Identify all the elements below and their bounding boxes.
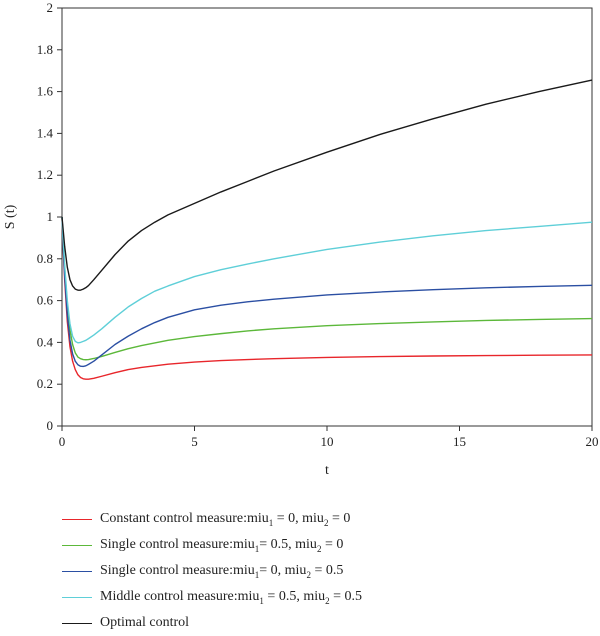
x-axis: 0 5 10 15 20 [59, 426, 599, 449]
line-chart: 0 0.2 0.4 0.6 0.8 1 1.2 1.4 1.6 1.8 2 0 5 10 15 20 t S… [3, 0, 599, 478]
series-line-5 [61, 79, 593, 291]
series-line-3 [61, 216, 593, 368]
legend-swatch [62, 570, 92, 572]
x-tick-label: 10 [321, 434, 334, 449]
legend-item-4: Middle control measure:miu1 = 0.5, miu2 … [62, 584, 582, 610]
y-axis-label: S (t) [3, 204, 18, 229]
legend-swatch [62, 596, 92, 598]
legend-label: Optimal control [100, 615, 190, 630]
y-tick-label: 0.6 [37, 293, 54, 308]
legend-item-5: Optimal control [62, 610, 582, 636]
legend-swatch [62, 622, 92, 624]
series-line-1 [61, 216, 593, 380]
plot-frame [61, 7, 593, 427]
x-axis-label: t [325, 463, 329, 478]
y-tick-label: 1.6 [37, 84, 54, 99]
y-axis: 0 0.2 0.4 0.6 0.8 1 1.2 1.4 1.6 1.8 2 [37, 0, 62, 433]
legend-swatch [62, 518, 92, 520]
x-tick-label: 0 [59, 434, 66, 449]
legend-item-3: Single control measure:miu1= 0, miu2 = 0… [62, 558, 582, 584]
plot-border [61, 7, 593, 427]
series-line-2 [61, 216, 593, 361]
x-tick-label: 5 [191, 434, 198, 449]
y-tick-label: 0.8 [37, 251, 53, 266]
y-tick-label: 1.4 [37, 125, 54, 140]
legend: Constant control measure:miu1 = 0, miu2 … [62, 506, 582, 636]
y-tick-label: 0 [47, 418, 54, 433]
y-tick-label: 1 [47, 209, 54, 224]
legend-label: Single control measure:miu1= 0, miu2 = 0… [100, 562, 344, 580]
legend-item-2: Single control measure:miu1= 0.5, miu2 =… [62, 532, 582, 558]
legend-item-1: Constant control measure:miu1 = 0, miu2 … [62, 506, 582, 532]
y-tick-label: 0.4 [37, 334, 54, 349]
legend-swatch [62, 544, 92, 546]
legend-label: Single control measure:miu1= 0.5, miu2 =… [100, 536, 344, 554]
series-line-4 [61, 216, 593, 344]
y-tick-label: 0.2 [37, 376, 53, 391]
y-tick-label: 1.8 [37, 42, 53, 57]
series-lines [61, 79, 593, 380]
y-tick-label: 2 [47, 0, 54, 15]
legend-label: Constant control measure:miu1 = 0, miu2 … [100, 510, 351, 528]
y-tick-label: 1.2 [37, 167, 53, 182]
legend-label: Middle control measure:miu1 = 0.5, miu2 … [100, 588, 363, 606]
x-tick-label: 15 [453, 434, 466, 449]
x-tick-label: 20 [586, 434, 599, 449]
